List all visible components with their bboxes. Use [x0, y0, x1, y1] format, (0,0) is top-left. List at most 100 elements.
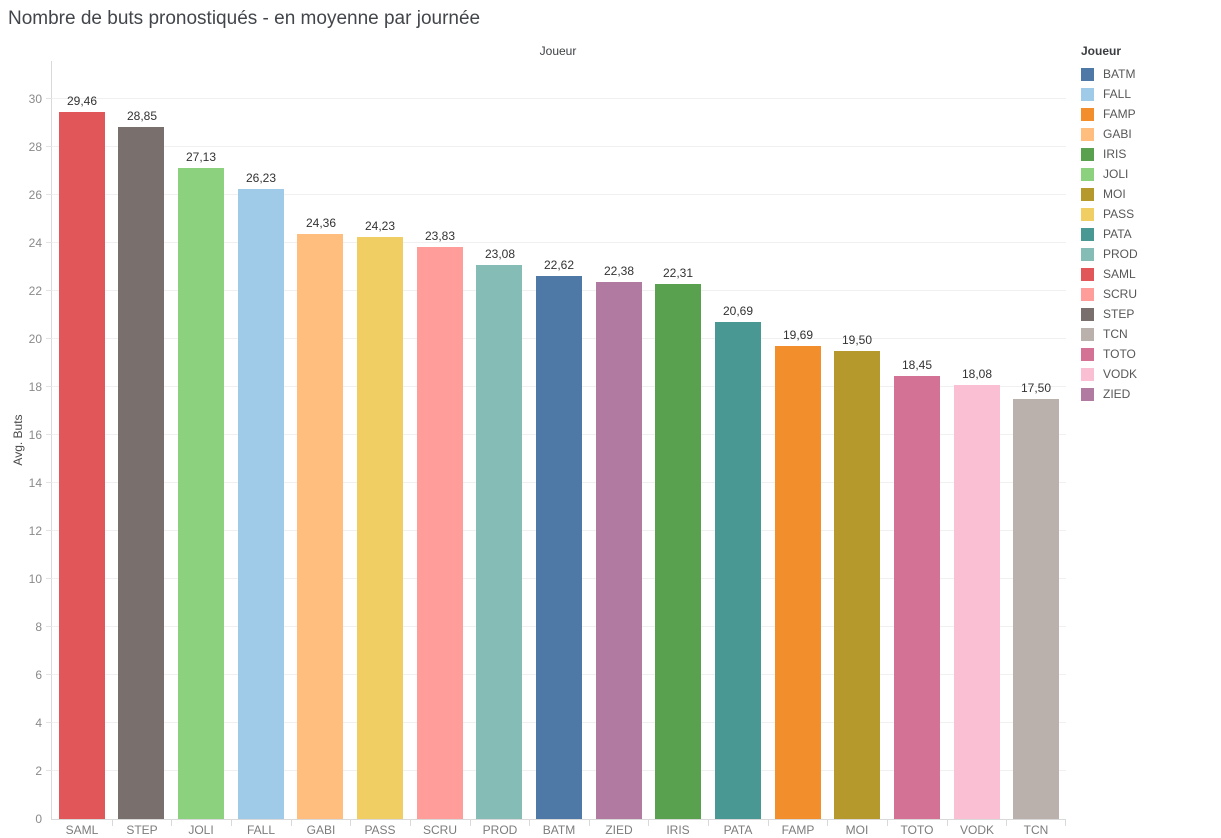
bar-VODK[interactable] — [954, 385, 1000, 819]
x-tick-label-ZIED: ZIED — [605, 823, 633, 837]
y-tick-mark — [46, 98, 52, 99]
bar-value-label-SAML: 29,46 — [66, 94, 98, 108]
legend-label: PROD — [1103, 247, 1138, 261]
bar-value-label-PATA: 20,69 — [722, 304, 754, 318]
legend-item-PASS[interactable]: PASS — [1081, 204, 1216, 224]
legend-item-JOLI[interactable]: JOLI — [1081, 164, 1216, 184]
category-tick — [887, 819, 888, 826]
bar-TCN[interactable] — [1013, 399, 1059, 819]
y-tick-label-16: 16 — [28, 428, 42, 442]
legend-item-BATM[interactable]: BATM — [1081, 64, 1216, 84]
gridline-y-26 — [52, 194, 1066, 195]
bar-FALL[interactable] — [238, 189, 284, 819]
legend-label: TOTO — [1103, 347, 1136, 361]
legend-swatch-icon — [1081, 147, 1094, 161]
y-tick-mark — [46, 674, 52, 675]
y-tick-mark — [46, 194, 52, 195]
legend-swatch-icon — [1081, 67, 1094, 81]
bar-value-label-ZIED: 22,38 — [603, 264, 635, 278]
x-tick-label-BATM: BATM — [542, 823, 576, 837]
y-tick-mark — [46, 242, 52, 243]
y-tick-label-8: 8 — [35, 620, 42, 634]
x-tick-label-PROD: PROD — [482, 823, 518, 837]
category-tick — [589, 819, 590, 826]
legend-item-MOI[interactable]: MOI — [1081, 184, 1216, 204]
bar-PATA[interactable] — [715, 322, 761, 819]
bar-value-label-VODK: 18,08 — [961, 367, 993, 381]
bar-SAML[interactable] — [59, 112, 105, 819]
category-tick — [947, 819, 948, 826]
legend-item-PROD[interactable]: PROD — [1081, 244, 1216, 264]
bar-FAMP[interactable] — [775, 346, 821, 819]
bar-MOI[interactable] — [834, 351, 880, 819]
x-tick-label-PATA: PATA — [723, 823, 753, 837]
y-tick-label-26: 26 — [28, 188, 42, 202]
y-tick-mark — [46, 338, 52, 339]
bar-value-label-MOI: 19,50 — [841, 333, 873, 347]
bar-value-label-JOLI: 27,13 — [185, 150, 217, 164]
legend-swatch-icon — [1081, 287, 1094, 301]
y-tick-mark — [46, 578, 52, 579]
legend-item-ZIED[interactable]: ZIED — [1081, 384, 1216, 404]
x-tick-label-IRIS: IRIS — [666, 823, 690, 837]
legend-item-IRIS[interactable]: IRIS — [1081, 144, 1216, 164]
bar-value-label-GABI: 24,36 — [305, 216, 337, 230]
x-tick-label-GABI: GABI — [306, 823, 336, 837]
category-tick — [470, 819, 471, 826]
x-tick-label-SAML: SAML — [65, 823, 99, 837]
y-tick-label-10: 10 — [28, 572, 42, 586]
bar-TOTO[interactable] — [894, 376, 940, 819]
legend-item-GABI[interactable]: GABI — [1081, 124, 1216, 144]
y-tick-label-28: 28 — [28, 140, 42, 154]
legend-swatch-icon — [1081, 307, 1094, 321]
x-tick-label-FAMP: FAMP — [781, 823, 815, 837]
x-tick-label-FALL: FALL — [246, 823, 276, 837]
legend-label: PATA — [1103, 227, 1132, 241]
legend-item-SAML[interactable]: SAML — [1081, 264, 1216, 284]
bar-value-label-PROD: 23,08 — [484, 247, 516, 261]
legend-label: VODK — [1103, 367, 1138, 381]
bar-SCRU[interactable] — [417, 247, 463, 819]
legend-item-PATA[interactable]: PATA — [1081, 224, 1216, 244]
legend-swatch-icon — [1081, 87, 1094, 101]
gridline-y-24 — [52, 242, 1066, 243]
legend-swatch-icon — [1081, 387, 1094, 401]
category-tick — [1006, 819, 1007, 826]
legend-item-FAMP[interactable]: FAMP — [1081, 104, 1216, 124]
bar-value-label-SCRU: 23,83 — [424, 229, 456, 243]
x-tick-label-STEP: STEP — [126, 823, 158, 837]
bar-value-label-TOTO: 18,45 — [901, 358, 933, 372]
y-tick-mark — [46, 626, 52, 627]
legend-item-TOTO[interactable]: TOTO — [1081, 344, 1216, 364]
bar-JOLI[interactable] — [178, 168, 224, 819]
legend-label: TCN — [1103, 327, 1128, 341]
bar-ZIED[interactable] — [596, 282, 642, 819]
category-tick — [768, 819, 769, 826]
y-tick-mark — [46, 530, 52, 531]
legend-swatch-icon — [1081, 127, 1094, 141]
category-tick — [529, 819, 530, 826]
bar-value-label-IRIS: 22,31 — [662, 266, 694, 280]
y-tick-label-30: 30 — [28, 92, 42, 106]
legend-item-VODK[interactable]: VODK — [1081, 364, 1216, 384]
legend-swatch-icon — [1081, 267, 1094, 281]
legend-item-SCRU[interactable]: SCRU — [1081, 284, 1216, 304]
bar-GABI[interactable] — [297, 234, 343, 819]
legend-swatch-icon — [1081, 107, 1094, 121]
legend-item-FALL[interactable]: FALL — [1081, 84, 1216, 104]
bar-value-label-PASS: 24,23 — [364, 219, 396, 233]
legend-swatch-icon — [1081, 367, 1094, 381]
legend-item-STEP[interactable]: STEP — [1081, 304, 1216, 324]
bar-PASS[interactable] — [357, 237, 403, 819]
category-tick — [708, 819, 709, 826]
bar-BATM[interactable] — [536, 276, 582, 819]
category-tick — [291, 819, 292, 826]
legend-item-TCN[interactable]: TCN — [1081, 324, 1216, 344]
legend-title: Joueur — [1081, 44, 1122, 58]
bar-STEP[interactable] — [118, 127, 164, 819]
y-tick-label-18: 18 — [28, 380, 42, 394]
bar-IRIS[interactable] — [655, 284, 701, 819]
legend-label: IRIS — [1103, 147, 1127, 161]
y-tick-label-20: 20 — [28, 332, 42, 346]
bar-PROD[interactable] — [476, 265, 522, 819]
